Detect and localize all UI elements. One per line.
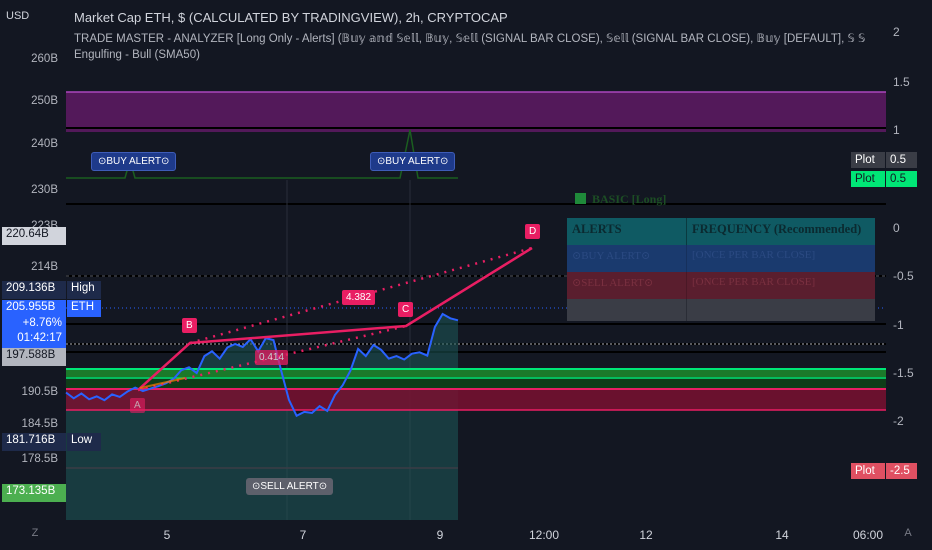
table-header: FREQUENCY (Recommended)	[687, 218, 875, 245]
change-badge: +8.76%	[2, 317, 66, 333]
support-band	[66, 377, 886, 390]
price-line	[65, 312, 459, 418]
support-band	[66, 369, 886, 377]
right-axis-tick: 2	[893, 25, 900, 39]
y-axis-tick: 214B	[31, 261, 58, 273]
buy-alert-label[interactable]: ⊙BUY ALERT⊙	[91, 152, 177, 171]
x-axis-tick: 7	[299, 528, 307, 542]
price-level-badge: 173.135B	[2, 484, 66, 502]
pattern-point-c: C	[398, 302, 414, 317]
pattern-point-d: D	[525, 224, 541, 239]
table-cell: ⊙BUY ALERT⊙	[567, 245, 687, 272]
symbol-badge: ETH	[67, 300, 101, 317]
table-title-icon	[575, 193, 586, 204]
table-title: BASIC [Long]	[575, 192, 666, 207]
plot-value: -2.5	[886, 463, 917, 479]
plot-label: Plot	[851, 152, 885, 168]
price-level-badge: 197.588B	[2, 348, 66, 366]
y-axis-tick: 230B	[31, 184, 58, 196]
pattern-legend[interactable]: Engulfing - Bull (SMA50)	[74, 49, 200, 61]
table-title-text: BASIC [Long]	[592, 192, 667, 206]
x-axis-tick: 12:00	[528, 528, 560, 542]
plot-label: Plot	[851, 463, 885, 479]
pattern-sub-leg	[139, 377, 186, 389]
last-price-badge: 205.955B	[2, 300, 66, 317]
right-axis-tick: -2	[893, 414, 904, 428]
right-axis-tick: -1.5	[893, 366, 914, 380]
x-axis-tick: 14	[775, 528, 789, 542]
sell-zone-band	[66, 92, 886, 132]
sell-alert-label[interactable]: ⊙SELL ALERT⊙	[246, 478, 334, 495]
table-footer-row	[567, 299, 875, 321]
plot-value: 0.5	[886, 152, 917, 168]
table-cell: ⊙SELL ALERT⊙	[567, 272, 687, 299]
countdown-badge: 01:42:17	[2, 332, 66, 348]
x-axis-tick: 12	[639, 528, 653, 542]
resistance-band	[66, 390, 886, 410]
auto-scale-button[interactable]: A	[904, 527, 912, 539]
x-axis-tick: 06:00	[852, 528, 884, 542]
table-cell	[687, 299, 875, 321]
table-row: ⊙BUY ALERT⊙ [ONCE PER BAR CLOSE]	[567, 245, 875, 272]
pattern-ratio-label: 4.382	[342, 290, 376, 305]
plot-value: 0.5	[886, 171, 917, 187]
y-axis-tick: 190.5B	[21, 386, 58, 398]
table-cell: [ONCE PER BAR CLOSE]	[687, 272, 875, 299]
pattern-point-a: A	[130, 398, 145, 413]
timezone-button[interactable]: Z	[31, 527, 39, 539]
y-axis-tick: 240B	[31, 138, 58, 150]
pattern-leg	[137, 246, 533, 391]
price-level-badge: 220.64B	[2, 227, 66, 245]
right-axis-tick: -0.5	[893, 269, 914, 283]
y-axis-tick: 178.5B	[21, 453, 58, 465]
x-axis-tick: 5	[163, 528, 171, 542]
low-label-badge: Low	[67, 433, 101, 451]
right-axis-tick: 0	[893, 221, 900, 235]
indicator-legend[interactable]: TRADE MASTER - ANALYZER [Long Only - Ale…	[74, 33, 866, 45]
buy-alert-label[interactable]: ⊙BUY ALERT⊙	[370, 152, 456, 171]
table-header-row: ALERTS FREQUENCY (Recommended)	[567, 218, 875, 245]
table-header: ALERTS	[567, 218, 687, 245]
y-axis-tick: 250B	[31, 95, 58, 107]
chart-title[interactable]: Market Cap ETH, $ (CALCULATED BY TRADING…	[74, 10, 508, 25]
y-axis-tick: 260B	[31, 53, 58, 65]
table-cell	[567, 299, 687, 321]
high-label-badge: High	[67, 281, 101, 299]
right-axis-tick: 1.5	[893, 75, 910, 89]
pattern-ratio-label: 0.414	[255, 350, 289, 365]
pattern-point-b: B	[182, 318, 197, 333]
plot-label: Plot	[851, 171, 885, 187]
y-axis-tick: 184.5B	[21, 418, 58, 430]
low-value-badge: 181.716B	[2, 433, 66, 451]
currency-label: USD	[6, 10, 30, 22]
x-axis-tick: 9	[436, 528, 444, 542]
alerts-table: ALERTS FREQUENCY (Recommended) ⊙BUY ALER…	[567, 218, 875, 321]
table-row: ⊙SELL ALERT⊙ [ONCE PER BAR CLOSE]	[567, 272, 875, 299]
high-value-badge: 209.136B	[2, 281, 66, 299]
table-cell: [ONCE PER BAR CLOSE]	[687, 245, 875, 272]
right-axis-tick: -1	[893, 318, 904, 332]
right-axis-tick: 1	[893, 123, 900, 137]
